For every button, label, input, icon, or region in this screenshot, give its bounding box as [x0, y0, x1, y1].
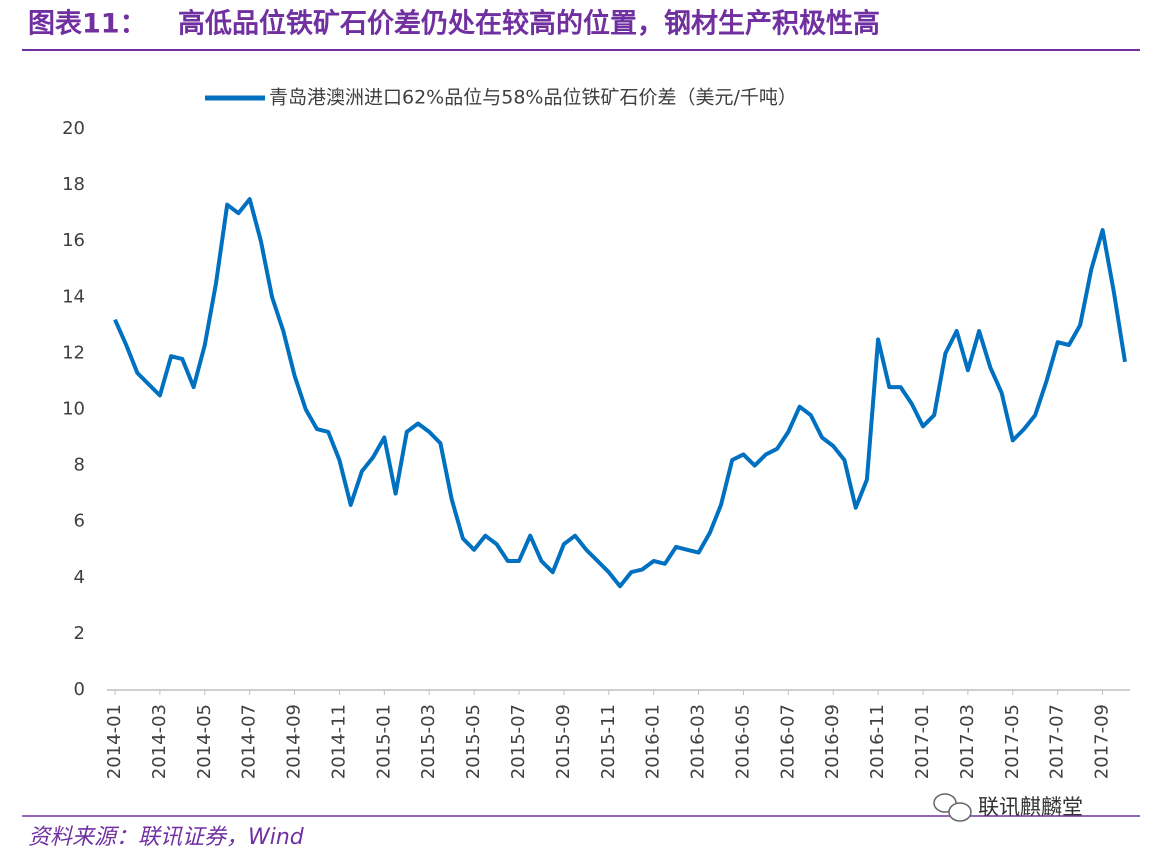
y-tick-label: 16 — [62, 230, 85, 251]
y-tick-label: 2 — [74, 623, 85, 644]
x-tick-label: 2014-07 — [239, 704, 260, 779]
x-tick-label: 2014-11 — [328, 704, 349, 779]
x-tick-label: 2017-05 — [1002, 704, 1023, 779]
x-tick-label: 2014-01 — [104, 704, 125, 779]
watermark-icon — [933, 793, 972, 822]
y-tick-label: 8 — [74, 455, 85, 476]
x-tick-label: 2015-11 — [598, 704, 619, 779]
x-tick-label: 2015-07 — [508, 704, 529, 779]
x-tick-label: 2016-09 — [822, 704, 843, 779]
x-tick-label: 2016-05 — [732, 704, 753, 779]
x-tick-label: 2017-03 — [957, 704, 978, 779]
y-tick-label: 18 — [62, 174, 85, 195]
x-tick-label: 2016-07 — [777, 704, 798, 779]
y-tick-label: 12 — [62, 342, 85, 363]
y-tick-label: 4 — [74, 567, 85, 588]
chart-title: 高低品位铁矿石价差仍处在较高的位置，钢材生产积极性高 — [178, 8, 880, 40]
y-tick-label: 6 — [74, 511, 85, 532]
watermark: 联讯麒麟堂 — [978, 795, 1083, 819]
y-tick-label: 14 — [62, 286, 85, 307]
x-tick-label: 2014-05 — [194, 704, 215, 779]
x-tick-label: 2015-03 — [418, 704, 439, 779]
x-tick-label: 2015-01 — [373, 704, 394, 779]
x-tick-label: 2016-11 — [867, 704, 888, 779]
x-tick-label: 2017-01 — [912, 704, 933, 779]
y-tick-label: 10 — [62, 399, 85, 420]
x-tick-label: 2015-09 — [553, 704, 574, 779]
x-tick-label: 2016-01 — [643, 704, 664, 779]
figure-label: 图表11： — [28, 9, 147, 40]
source: 资料来源：联讯证券，Wind — [28, 825, 305, 850]
x-tick-label: 2017-09 — [1092, 704, 1113, 779]
legend-label: 青岛港澳洲进口62%品位与58%品位铁矿石价差（美元/千吨） — [269, 87, 797, 109]
x-tick-label: 2016-03 — [688, 704, 709, 779]
x-tick-label: 2015-05 — [463, 704, 484, 779]
x-tick-label: 2014-03 — [149, 704, 170, 779]
x-tick-label: 2017-07 — [1047, 704, 1068, 779]
y-tick-label: 20 — [62, 118, 85, 139]
x-tick-label: 2014-09 — [284, 704, 305, 779]
series-line — [113, 197, 1127, 589]
y-tick-label: 0 — [74, 679, 85, 700]
